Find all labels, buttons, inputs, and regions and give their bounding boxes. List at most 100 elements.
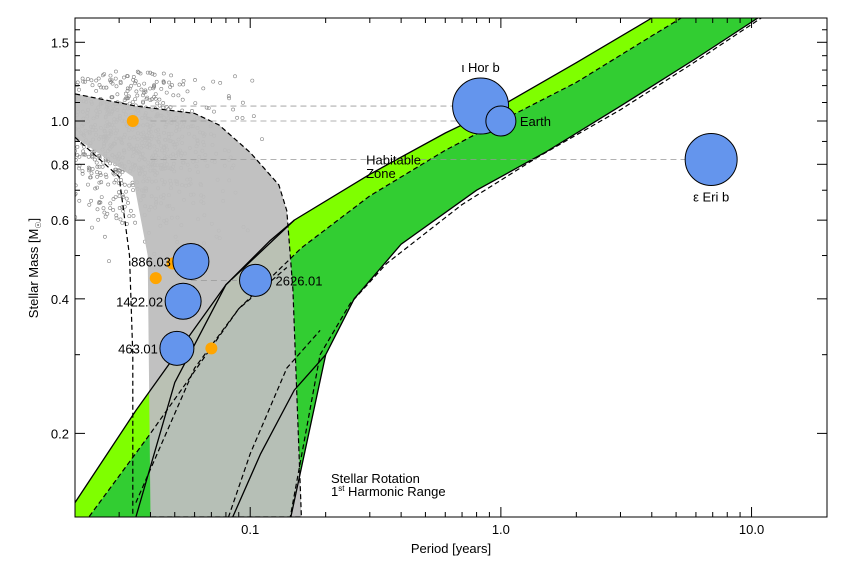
background-star <box>97 180 102 185</box>
background-star <box>141 93 145 98</box>
background-star <box>143 88 148 93</box>
background-star <box>77 87 81 92</box>
background-star <box>90 149 95 154</box>
background-star <box>99 195 104 200</box>
annotation-text: Stellar Rotation <box>331 471 420 486</box>
background-star <box>90 225 94 230</box>
background-star <box>43 176 46 179</box>
background-star <box>110 81 115 86</box>
background-star <box>56 193 59 196</box>
background-star <box>206 106 211 111</box>
background-star <box>103 234 107 239</box>
background-star <box>118 79 123 84</box>
hz-mid-edge-line <box>88 18 683 517</box>
tidal-solid-line-2 <box>232 354 327 517</box>
background-star <box>126 94 131 99</box>
background-star <box>235 115 240 120</box>
background-star <box>93 186 98 191</box>
planet-marker <box>159 330 195 366</box>
background-star <box>29 225 32 228</box>
background-star <box>61 130 64 133</box>
background-star <box>75 183 78 188</box>
orange-point <box>149 272 162 285</box>
background-star <box>127 183 132 188</box>
background-star <box>95 170 100 175</box>
background-star <box>77 166 82 171</box>
background-star <box>53 188 56 191</box>
background-star <box>107 259 111 264</box>
background-star <box>251 114 256 119</box>
background-star <box>157 97 162 102</box>
background-star <box>81 152 86 157</box>
y-tick-label: 0.2 <box>51 426 69 441</box>
background-star <box>218 81 223 85</box>
planet-marker <box>684 133 738 187</box>
y-tick-label: 0.8 <box>51 157 69 172</box>
background-star <box>58 129 61 132</box>
background-star <box>65 148 68 151</box>
background-star <box>64 204 67 207</box>
background-star <box>89 198 94 203</box>
background-star <box>135 69 140 74</box>
background-star <box>114 213 119 218</box>
background-star <box>77 198 82 203</box>
background-star <box>164 90 169 95</box>
background-star <box>43 183 46 186</box>
planet-label: ι Hor b <box>461 60 499 75</box>
background-star <box>104 85 109 90</box>
background-star <box>23 96 26 99</box>
background-star <box>240 116 245 120</box>
background-star <box>122 98 127 103</box>
background-star <box>72 102 75 105</box>
background-star <box>86 165 91 170</box>
planet-label: ε Eri b <box>693 190 729 205</box>
background-star <box>62 131 65 134</box>
planet-label: 2626.01 <box>276 273 323 288</box>
background-star <box>120 193 125 198</box>
background-star <box>121 194 126 199</box>
background-star <box>35 177 38 180</box>
background-star <box>127 214 132 219</box>
background-star <box>46 130 49 133</box>
background-star <box>29 178 32 181</box>
background-star <box>80 171 85 176</box>
background-star <box>37 96 40 99</box>
background-star <box>75 144 80 149</box>
background-star <box>88 175 93 180</box>
plot-frame <box>74 17 828 518</box>
annotations-layer: ι Hor b Earth ε Eri b 2626.01 886.03 1422.02 4… <box>116 60 729 499</box>
background-star <box>7 158 10 161</box>
planet-label: 886.03 <box>131 254 171 269</box>
background-star <box>145 70 150 75</box>
background-star <box>53 91 56 94</box>
background-star <box>169 73 174 78</box>
background-star <box>16 152 19 155</box>
background-star <box>59 141 62 144</box>
background-star <box>80 169 85 173</box>
background-star <box>70 195 73 198</box>
background-star <box>155 101 160 106</box>
background-star <box>103 214 108 219</box>
lines-layer <box>75 18 763 517</box>
background-star <box>41 149 44 152</box>
background-star <box>95 174 100 179</box>
annotation-text: Zone <box>366 166 396 181</box>
background-star <box>153 92 158 97</box>
background-star <box>50 148 53 151</box>
background-star <box>80 76 85 81</box>
annotation-text: Habitable <box>366 152 421 167</box>
planets-layer <box>159 77 738 366</box>
background-star <box>141 99 146 104</box>
background-star <box>180 97 185 102</box>
background-star <box>87 168 91 173</box>
background-star <box>226 94 231 99</box>
background-star <box>136 83 141 88</box>
background-star <box>148 70 153 75</box>
background-star <box>51 94 54 97</box>
background-star <box>181 79 186 83</box>
background-star <box>133 81 137 86</box>
background-star <box>130 100 135 105</box>
background-star <box>97 83 102 87</box>
background-star <box>227 96 232 101</box>
background-star <box>71 125 74 128</box>
